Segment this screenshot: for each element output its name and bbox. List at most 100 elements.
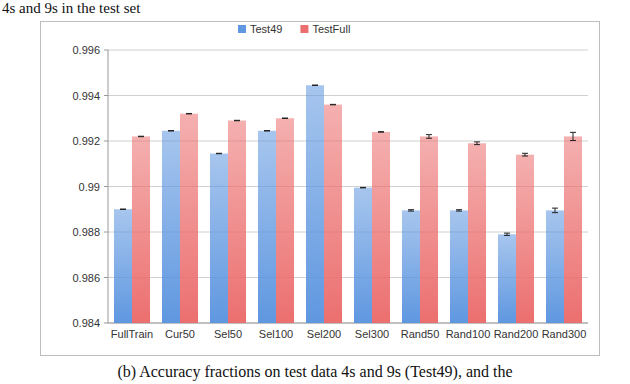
chart-root: 4s and 9s in the test set (b) Accuracy fr… <box>0 0 630 384</box>
error-bar <box>120 209 126 210</box>
bar <box>306 85 324 323</box>
error-bar <box>408 210 414 211</box>
tick-mark <box>104 277 108 278</box>
error-cap <box>426 134 432 135</box>
error-cap <box>282 118 288 119</box>
error-cap <box>408 211 414 212</box>
bar <box>450 210 468 323</box>
error-cap <box>264 130 270 131</box>
bar <box>546 210 564 323</box>
x-tick-label: Sel300 <box>355 328 389 340</box>
bar <box>516 155 534 323</box>
error-cap <box>168 130 174 131</box>
bar <box>162 131 180 323</box>
error-cap <box>264 130 270 131</box>
error-cap <box>456 209 462 210</box>
bar <box>564 136 582 323</box>
caption-bottom: (b) Accuracy fractions on test data 4s a… <box>117 363 512 381</box>
error-cap <box>120 209 126 210</box>
error-bar <box>360 187 366 188</box>
x-tick-label: Rand50 <box>401 328 440 340</box>
error-cap <box>330 104 336 105</box>
error-cap <box>186 113 192 114</box>
error-stem <box>555 208 556 213</box>
legend-label: Test49 <box>250 23 282 35</box>
x-tick-label: Sel200 <box>307 328 341 340</box>
error-bar <box>474 142 480 145</box>
error-cap <box>360 187 366 188</box>
x-tick-label: Rand300 <box>542 328 587 340</box>
bar <box>210 154 228 323</box>
x-tick-label: FullTrain <box>111 328 153 340</box>
error-cap <box>312 85 318 86</box>
error-bar <box>456 210 462 211</box>
y-tick-label: 0.986 <box>72 272 100 284</box>
error-bar <box>216 153 222 154</box>
error-cap <box>570 132 576 133</box>
bar <box>468 143 486 323</box>
tick-mark <box>104 95 108 96</box>
error-cap <box>522 153 528 154</box>
error-bar <box>264 130 270 131</box>
bar <box>276 118 294 323</box>
legend-label: TestFull <box>312 23 350 35</box>
error-cap <box>378 132 384 133</box>
error-bar <box>426 135 432 139</box>
tick-mark <box>104 50 108 51</box>
error-cap <box>234 120 240 121</box>
error-bar <box>312 85 318 86</box>
caption-top: 4s and 9s in the test set <box>2 0 141 16</box>
tick-mark <box>104 232 108 233</box>
bar <box>354 188 372 323</box>
bars <box>114 85 582 323</box>
error-bar <box>504 233 510 235</box>
tick-mark <box>104 186 108 187</box>
legend-swatch <box>300 25 308 33</box>
chart-svg: 4s and 9s in the test set (b) Accuracy fr… <box>0 0 630 384</box>
grid-line <box>108 50 588 51</box>
error-cap <box>504 233 510 234</box>
error-bar <box>168 130 174 131</box>
error-cap <box>216 153 222 154</box>
error-bar <box>186 113 192 114</box>
error-cap <box>138 136 144 137</box>
error-cap <box>360 187 366 188</box>
y-tick-label: 0.984 <box>72 317 100 329</box>
error-cap <box>456 211 462 212</box>
error-cap <box>474 141 480 142</box>
bar <box>132 136 150 323</box>
error-bar <box>378 131 384 132</box>
error-stem <box>573 132 574 140</box>
tick-mark <box>104 323 108 324</box>
legend-entry: TestFull <box>300 23 350 35</box>
x-tick-label: Sel100 <box>259 328 293 340</box>
bar <box>324 105 342 323</box>
grid-line <box>108 95 588 96</box>
error-bar <box>552 208 558 213</box>
y-axis <box>108 50 109 323</box>
bar <box>402 210 420 323</box>
bar <box>420 136 438 323</box>
error-cap <box>426 138 432 139</box>
y-tick-label: 0.992 <box>72 135 100 147</box>
y-tick-label: 0.99 <box>79 181 100 193</box>
error-bar <box>138 136 144 137</box>
y-tick-label: 0.994 <box>72 90 100 102</box>
y-tick-label: 0.988 <box>72 226 100 238</box>
bar <box>180 114 198 323</box>
tick-mark <box>104 141 108 142</box>
error-cap <box>312 85 318 86</box>
x-tick-label: Rand200 <box>494 328 539 340</box>
error-bar <box>282 118 288 119</box>
error-bar <box>522 153 528 156</box>
bar <box>372 132 390 323</box>
error-cap <box>186 113 192 114</box>
error-bar <box>330 104 336 105</box>
error-bar <box>234 120 240 121</box>
error-cap <box>282 118 288 119</box>
error-cap <box>168 130 174 131</box>
chart-frame <box>41 22 600 356</box>
legend-swatch <box>238 25 246 33</box>
error-bar <box>570 132 576 140</box>
error-cap <box>216 153 222 154</box>
